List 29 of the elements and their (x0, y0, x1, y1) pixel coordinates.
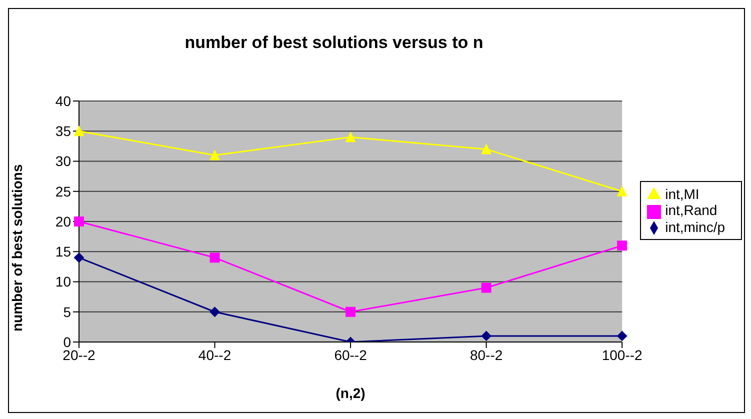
x-tick-label: 40--2 (198, 346, 232, 363)
legend-label: int,MI (665, 186, 700, 202)
point (617, 240, 628, 251)
point (481, 330, 492, 341)
point (481, 282, 492, 293)
legend-label: int,minc/p (665, 218, 725, 235)
x-tick-label: 60--2 (334, 346, 368, 363)
x-axis-title: (n,2) (336, 385, 366, 401)
y-tick-label: 10 (55, 274, 72, 290)
y-tick-label: 35 (55, 123, 72, 140)
point (617, 186, 628, 196)
y-tick-label: 25 (55, 183, 72, 200)
point (210, 306, 220, 317)
legend-label: int,Rand (665, 202, 718, 218)
point (617, 330, 628, 341)
y-tick-label: 40 (55, 92, 72, 109)
point (481, 144, 492, 154)
chart-title: number of best solutions versus to n (184, 33, 484, 53)
y-tick-label: 30 (55, 153, 72, 170)
y-tick-label: 20 (55, 213, 72, 230)
point (346, 132, 356, 142)
x-tick-label: 100--2 (602, 346, 643, 363)
y-tick-label: 15 (55, 244, 72, 260)
point (210, 150, 220, 160)
point (210, 252, 220, 263)
y-axis-title: number of best solutions (8, 164, 25, 332)
y-tick-label: 5 (63, 304, 72, 320)
point (346, 306, 356, 317)
x-tick-label: 80--2 (470, 346, 503, 363)
